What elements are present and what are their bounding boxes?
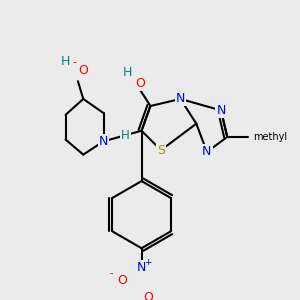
Text: O: O bbox=[78, 64, 88, 77]
Text: N: N bbox=[137, 261, 146, 274]
Text: O: O bbox=[144, 291, 154, 300]
Text: -: - bbox=[110, 268, 113, 278]
Text: H: H bbox=[61, 55, 70, 68]
Text: methyl: methyl bbox=[253, 132, 287, 142]
Text: O: O bbox=[135, 76, 145, 89]
Text: N: N bbox=[202, 146, 212, 158]
Text: N: N bbox=[176, 92, 185, 105]
Text: S: S bbox=[157, 144, 165, 157]
Text: O: O bbox=[117, 274, 127, 286]
Text: H: H bbox=[123, 66, 132, 79]
Text: N: N bbox=[216, 104, 226, 117]
Text: N: N bbox=[99, 135, 108, 148]
Text: -: - bbox=[72, 57, 76, 67]
Text: H: H bbox=[121, 129, 130, 142]
Text: +: + bbox=[144, 258, 152, 267]
